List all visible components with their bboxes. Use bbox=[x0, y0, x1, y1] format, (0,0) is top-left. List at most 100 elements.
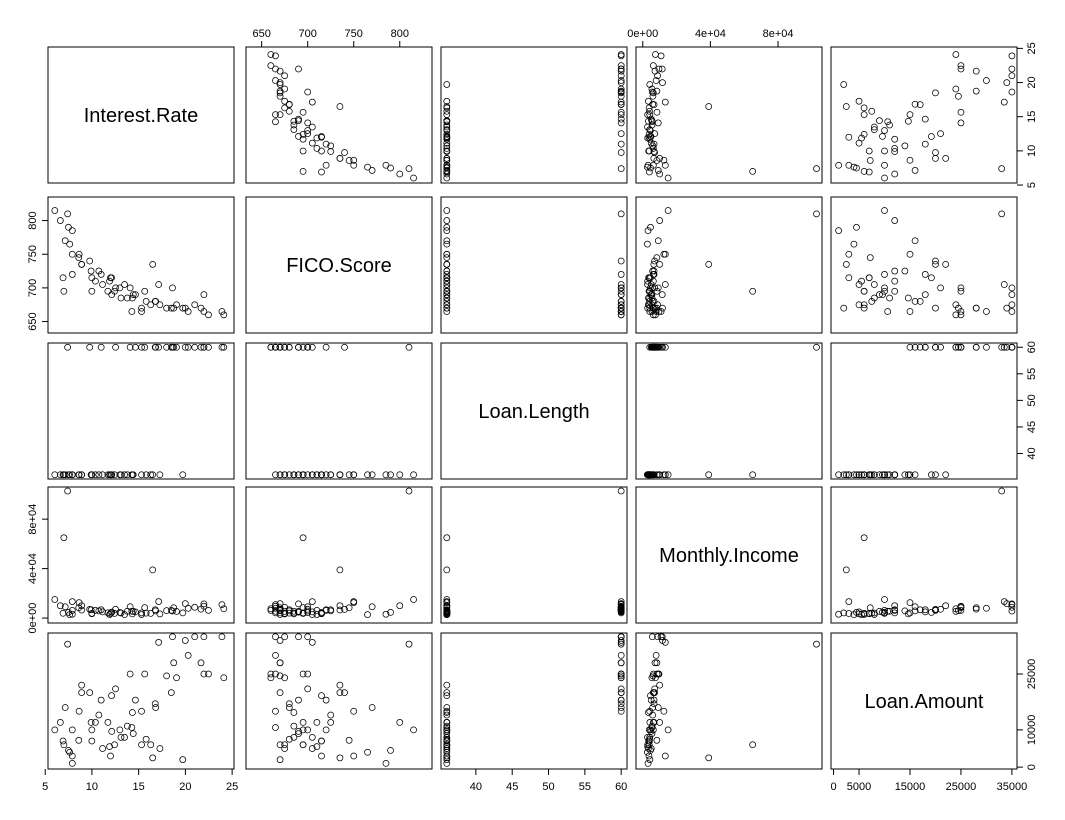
data-point bbox=[267, 51, 275, 58]
data-point bbox=[646, 81, 654, 88]
data-point bbox=[149, 566, 157, 574]
data-point bbox=[955, 92, 962, 100]
data-point bbox=[350, 707, 358, 715]
data-point bbox=[205, 311, 212, 319]
data-point bbox=[652, 343, 659, 351]
panel-frame-0-4 bbox=[830, 46, 1018, 184]
data-point bbox=[653, 87, 661, 95]
data-point bbox=[650, 101, 658, 108]
data-point bbox=[647, 223, 654, 231]
data-point bbox=[149, 260, 157, 268]
data-point bbox=[272, 471, 279, 479]
data-point bbox=[845, 133, 853, 141]
data-point bbox=[881, 606, 888, 614]
data-point bbox=[443, 127, 451, 134]
data-point bbox=[644, 760, 652, 767]
data-point bbox=[865, 274, 873, 282]
data-point bbox=[327, 148, 335, 155]
data-point bbox=[952, 343, 960, 351]
data-point bbox=[937, 605, 944, 613]
data-point bbox=[341, 689, 348, 696]
data-point bbox=[644, 227, 652, 235]
data-point bbox=[290, 121, 298, 129]
data-point bbox=[647, 696, 655, 704]
data-point bbox=[295, 727, 302, 735]
data-point bbox=[881, 174, 888, 182]
data-point bbox=[443, 704, 451, 711]
data-point bbox=[95, 471, 103, 479]
data-point bbox=[112, 685, 119, 693]
data-point bbox=[295, 633, 302, 641]
data-point bbox=[876, 471, 883, 479]
data-point bbox=[957, 308, 965, 315]
data-point bbox=[443, 250, 451, 258]
data-point bbox=[881, 287, 888, 295]
data-point bbox=[891, 609, 899, 617]
data-point bbox=[92, 471, 99, 479]
data-point bbox=[167, 304, 175, 312]
data-point bbox=[60, 287, 68, 295]
data-point bbox=[617, 487, 625, 495]
data-point bbox=[142, 297, 150, 305]
data-point bbox=[661, 281, 669, 288]
data-point bbox=[75, 471, 83, 479]
data-point bbox=[151, 606, 159, 614]
data-point bbox=[276, 89, 284, 97]
data-point bbox=[156, 301, 164, 309]
data-point bbox=[267, 670, 275, 678]
data-point bbox=[916, 343, 924, 351]
data-point bbox=[443, 756, 451, 764]
data-point bbox=[350, 471, 358, 479]
data-point bbox=[443, 164, 451, 172]
data-point bbox=[865, 168, 873, 176]
data-point bbox=[617, 149, 625, 156]
data-point bbox=[132, 608, 139, 616]
data-point bbox=[656, 170, 664, 178]
data-point bbox=[308, 123, 316, 131]
data-point bbox=[921, 606, 929, 614]
data-point bbox=[617, 101, 625, 108]
data-point bbox=[61, 704, 69, 711]
data-point bbox=[443, 760, 451, 767]
panel-points-2-4 bbox=[835, 343, 1016, 479]
data-point bbox=[891, 471, 899, 479]
data-point bbox=[443, 745, 451, 752]
data-point bbox=[285, 343, 293, 351]
data-point bbox=[443, 707, 451, 715]
data-point bbox=[169, 607, 176, 615]
data-point bbox=[617, 88, 625, 96]
data-point bbox=[617, 210, 625, 218]
tick-label: 20 bbox=[179, 781, 191, 793]
data-point bbox=[654, 633, 661, 641]
data-point bbox=[1003, 79, 1011, 86]
data-point bbox=[220, 605, 228, 613]
data-point bbox=[705, 103, 713, 110]
panel-points-3-1 bbox=[267, 487, 417, 619]
data-point bbox=[660, 156, 668, 164]
data-point bbox=[318, 133, 325, 141]
data-point bbox=[705, 754, 713, 762]
data-point bbox=[117, 294, 125, 302]
data-point bbox=[972, 87, 980, 95]
data-point bbox=[65, 223, 72, 231]
data-point bbox=[845, 471, 853, 479]
data-point bbox=[855, 608, 863, 616]
data-point bbox=[276, 741, 284, 749]
data-point bbox=[443, 237, 451, 245]
data-point bbox=[651, 284, 659, 292]
data-point bbox=[658, 65, 666, 73]
data-point bbox=[617, 287, 625, 295]
panel-frame-2-4 bbox=[830, 342, 1018, 480]
data-point bbox=[290, 607, 298, 615]
data-point bbox=[850, 240, 858, 248]
panel-frame-2-1 bbox=[245, 342, 433, 480]
data-point bbox=[155, 281, 163, 288]
data-point bbox=[106, 611, 113, 618]
diag-label-loan-amount: Loan.Amount bbox=[865, 691, 984, 713]
data-point bbox=[906, 250, 914, 258]
data-point bbox=[932, 149, 939, 156]
data-point bbox=[116, 726, 124, 734]
data-point bbox=[972, 605, 980, 613]
data-point bbox=[142, 471, 150, 479]
data-point bbox=[304, 471, 312, 479]
